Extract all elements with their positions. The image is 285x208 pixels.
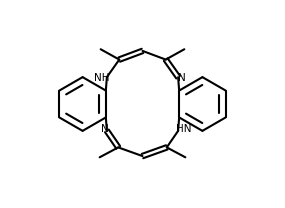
Text: HN: HN bbox=[176, 124, 192, 134]
Text: N: N bbox=[178, 73, 186, 83]
Text: N: N bbox=[101, 124, 109, 134]
Text: NH: NH bbox=[94, 73, 109, 83]
